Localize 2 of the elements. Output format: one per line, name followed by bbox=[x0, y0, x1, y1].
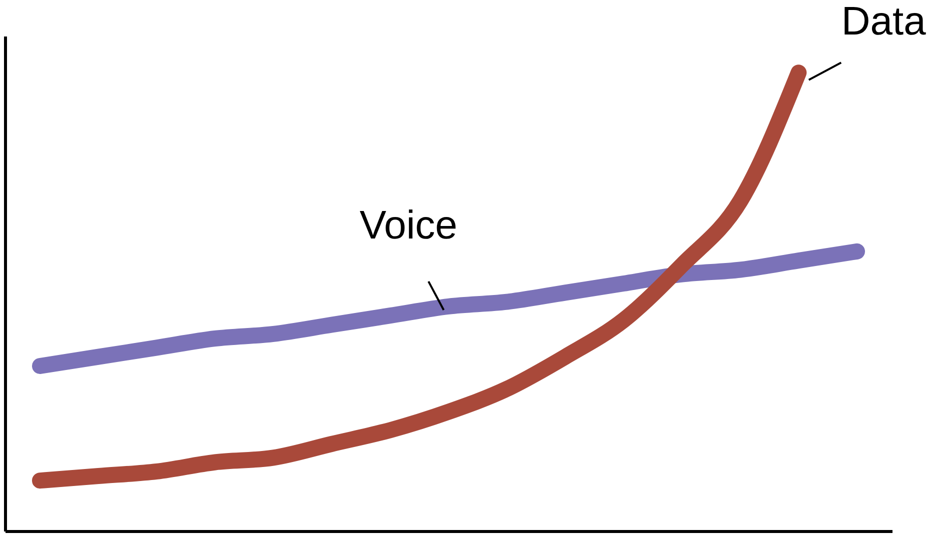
series-label: Voice bbox=[360, 203, 458, 248]
series-label: Data bbox=[841, 0, 927, 44]
